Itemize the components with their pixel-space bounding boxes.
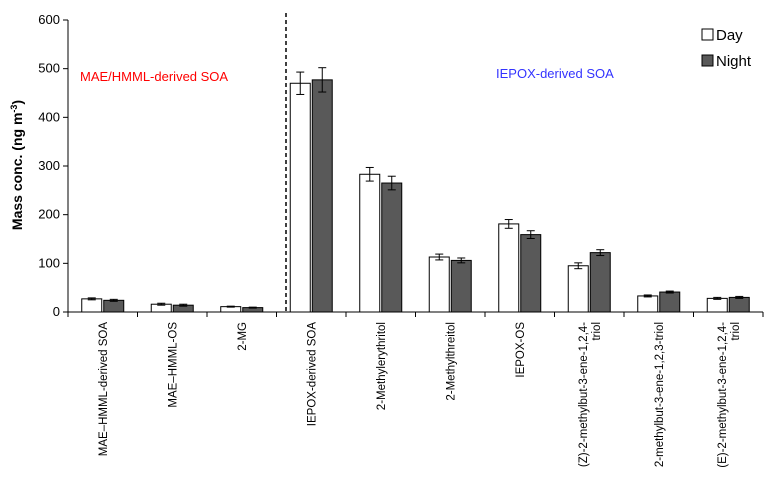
bar-night-0 bbox=[103, 299, 125, 313]
error-bar-day-5 bbox=[435, 253, 444, 261]
error-bar-night-7 bbox=[596, 249, 605, 257]
category-label-5: 2-Methylthreitol bbox=[445, 322, 457, 401]
category-label-1: MAE–HMML-OS bbox=[167, 322, 179, 408]
bar-day-0 bbox=[81, 298, 103, 313]
legend-swatch-night bbox=[701, 54, 714, 67]
category-label-line: (Z)-2-methylbut-3-ene-1,2,4- bbox=[578, 322, 590, 467]
annotation-mae-hmml: MAE/HMML-derived SOA bbox=[80, 69, 228, 84]
legend-label-day: Day bbox=[716, 27, 743, 44]
category-label-4: 2-Methylerythritol bbox=[376, 322, 388, 410]
bar-day-4 bbox=[359, 173, 381, 313]
error-bar-day-0 bbox=[87, 297, 96, 301]
category-label-7: (Z)-2-methylbut-3-ene-1,2,4-triol bbox=[578, 322, 603, 467]
category-label-line: IEPOX-OS bbox=[515, 322, 527, 378]
y-axis-label-main: Mass conc. (ng m bbox=[9, 113, 25, 230]
bar-night-6 bbox=[520, 234, 542, 313]
error-bar-day-1 bbox=[157, 302, 166, 306]
legend-swatch-day bbox=[701, 28, 714, 41]
error-bar-night-2 bbox=[248, 306, 257, 309]
category-label-0: MAE–HMML-derived SOA bbox=[98, 322, 110, 457]
y-tick-label: 300 bbox=[38, 158, 60, 173]
bars bbox=[81, 79, 750, 313]
category-label-line: MAE–HMML-OS bbox=[167, 322, 179, 408]
error-bar-day-6 bbox=[504, 219, 513, 229]
bar-night-7 bbox=[589, 252, 611, 313]
bar-day-6 bbox=[498, 223, 520, 313]
category-label-line: MAE–HMML-derived SOA bbox=[98, 322, 110, 457]
error-bar-night-8 bbox=[665, 290, 674, 294]
category-label-9: (E)-2-methylbut-3-ene-1,2,4-triol bbox=[717, 322, 742, 468]
y-axis-label-sup: -3 bbox=[9, 105, 19, 113]
y-tick-label: 200 bbox=[38, 207, 60, 222]
error-bar-day-3 bbox=[296, 71, 305, 95]
error-bar-day-9 bbox=[713, 296, 722, 300]
category-label-line: 2-Methylthreitol bbox=[445, 322, 457, 401]
y-tick-label: 400 bbox=[38, 109, 60, 124]
error-bar-night-5 bbox=[457, 257, 466, 264]
error-bar-day-4 bbox=[365, 166, 374, 182]
bar-day-3 bbox=[289, 82, 311, 313]
category-label-line: 2-MG bbox=[237, 322, 249, 351]
category-label-line: (E)-2-methylbut-3-ene-1,2,4- bbox=[717, 322, 729, 468]
y-tick-label: 100 bbox=[38, 255, 60, 270]
category-label-3: IEPOX-derived SOA bbox=[306, 322, 318, 427]
category-label-line: triol bbox=[730, 322, 742, 341]
bar-night-5 bbox=[450, 259, 472, 313]
bar-night-9 bbox=[728, 296, 750, 313]
error-bar-night-3 bbox=[318, 67, 327, 93]
category-label-line: 2-methylbut-3-ene-1,2,3-triol bbox=[654, 322, 666, 467]
x-axis bbox=[67, 311, 764, 317]
category-label-line: IEPOX-derived SOA bbox=[306, 322, 318, 427]
y-axis-label: Mass conc. (ng m-3) bbox=[9, 100, 25, 230]
bar-night-8 bbox=[659, 291, 681, 313]
error-bar-day-8 bbox=[643, 294, 652, 298]
category-label-2: 2-MG bbox=[237, 322, 249, 351]
bar-day-9 bbox=[706, 297, 728, 313]
category-label-line: 2-Methylerythritol bbox=[376, 322, 388, 410]
error-bars bbox=[87, 67, 744, 309]
y-axis-label-end: ) bbox=[9, 100, 25, 105]
error-bar-night-9 bbox=[735, 295, 744, 299]
bar-day-5 bbox=[428, 256, 450, 313]
bar-night-4 bbox=[381, 182, 403, 313]
annotation-iepox: IEPOX-derived SOA bbox=[496, 66, 614, 81]
error-bar-night-4 bbox=[387, 175, 396, 191]
error-bar-night-1 bbox=[179, 303, 188, 307]
bar-night-3 bbox=[311, 79, 333, 313]
category-label-8: 2-methylbut-3-ene-1,2,3-triol bbox=[654, 322, 666, 467]
legend: Day Night bbox=[701, 27, 752, 70]
category-label-line: triol bbox=[591, 322, 603, 341]
legend-label-night: Night bbox=[716, 53, 752, 70]
y-tick-label: 600 bbox=[38, 12, 60, 27]
error-bar-day-7 bbox=[574, 262, 583, 270]
y-tick-label: 500 bbox=[38, 61, 60, 76]
category-labels: MAE–HMML-derived SOA MAE–HMML-OS 2-MG IEPOX… bbox=[98, 322, 742, 468]
error-bar-night-0 bbox=[109, 298, 118, 302]
bar-day-7 bbox=[567, 265, 589, 313]
y-tick-label: 0 bbox=[53, 304, 60, 319]
y-axis: 0 100 200 300 400 500 600 bbox=[38, 12, 69, 319]
error-bar-night-6 bbox=[526, 230, 535, 240]
error-bar-day-2 bbox=[226, 305, 235, 308]
bar-day-8 bbox=[637, 295, 659, 313]
category-label-6: IEPOX-OS bbox=[515, 322, 527, 378]
